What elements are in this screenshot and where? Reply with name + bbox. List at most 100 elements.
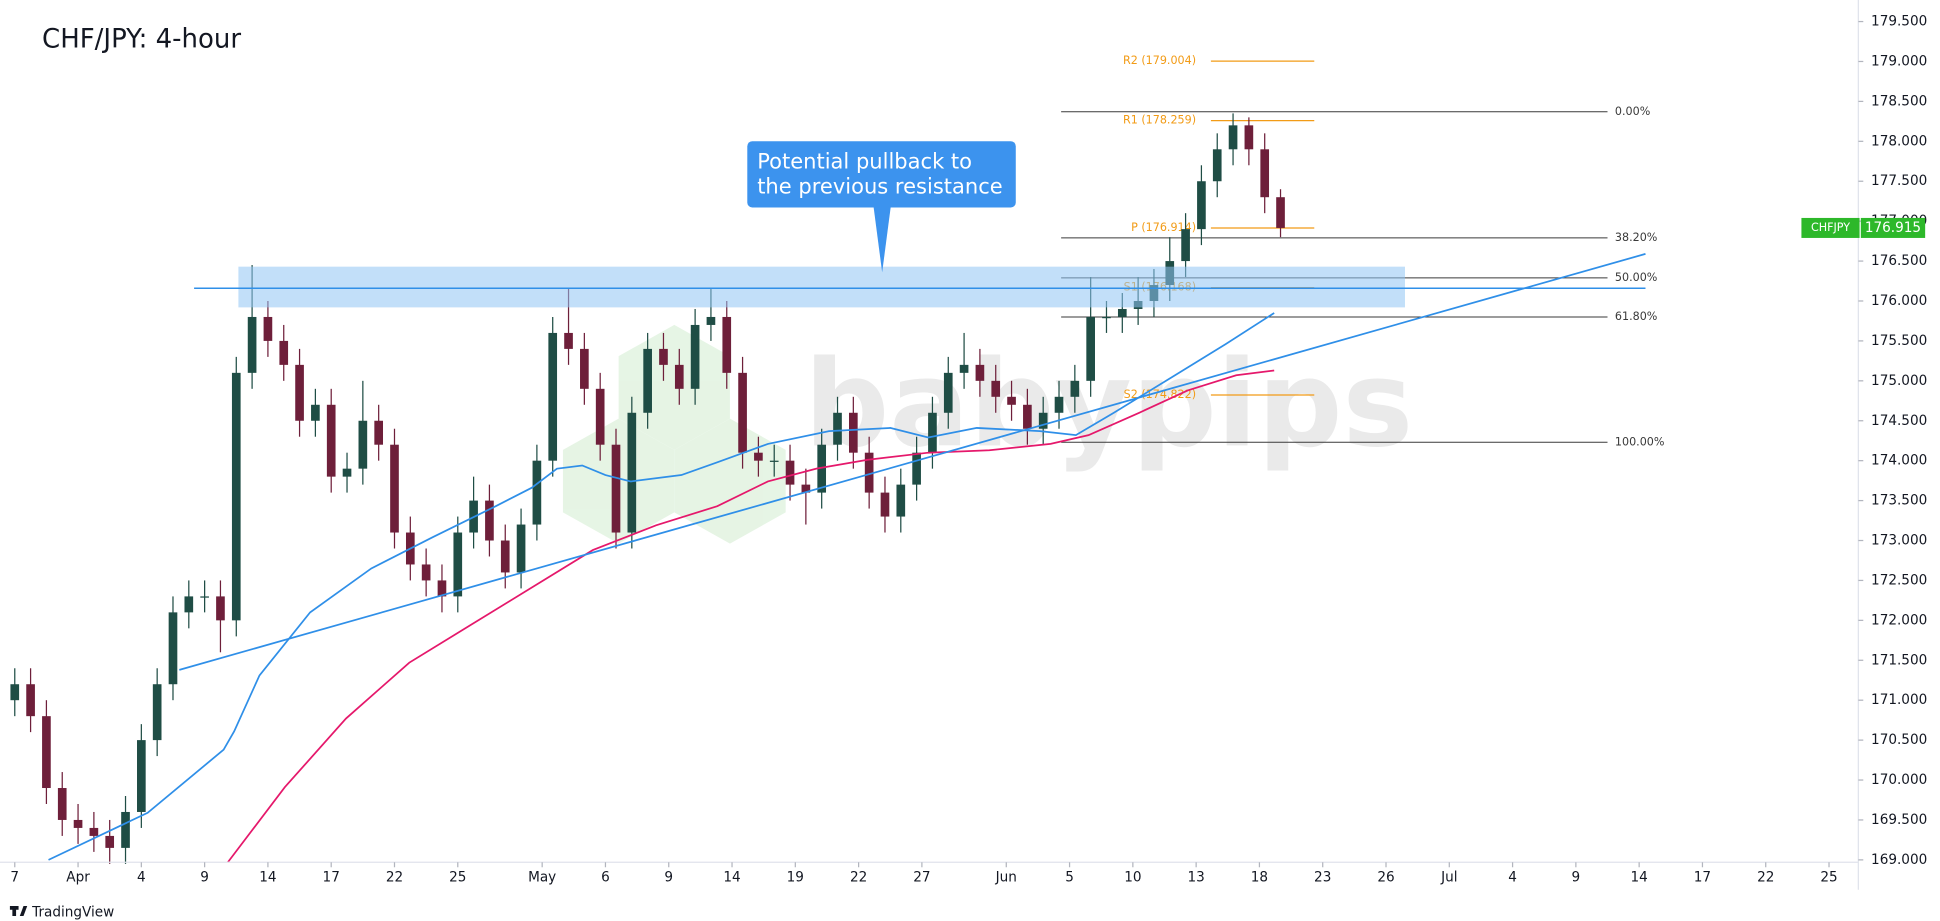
candle-body	[216, 596, 225, 621]
footer-brand: TradingView	[31, 904, 114, 920]
y-tick-label: 170.000	[1871, 772, 1927, 788]
y-tick-label: 171.500	[1871, 652, 1927, 668]
y-tick-label: 170.500	[1871, 732, 1927, 748]
symbol-tag	[1801, 217, 1860, 238]
y-tick-label: 179.000	[1871, 53, 1927, 69]
candle-body	[1070, 380, 1080, 397]
logo-part	[19, 906, 28, 917]
candle-body	[89, 827, 99, 836]
x-tick-label: 4	[1508, 869, 1517, 885]
x-tick-label: 23	[1314, 869, 1331, 885]
candle-body	[1086, 316, 1095, 381]
y-tick-label: 169.500	[1871, 812, 1927, 828]
candle-body	[1117, 308, 1127, 317]
y-tick-label: 172.500	[1871, 572, 1927, 588]
candle-body	[643, 348, 652, 413]
x-tick-label: 13	[1187, 869, 1204, 885]
candle-body	[659, 348, 668, 365]
candle-body	[485, 500, 494, 541]
candle-body	[453, 532, 463, 597]
candle-body	[516, 524, 526, 573]
candle-body	[1007, 396, 1016, 405]
resistance-zone	[238, 266, 1405, 308]
candle-body	[168, 612, 178, 685]
candle-body	[817, 444, 827, 493]
x-tick-label: 10	[1124, 869, 1141, 885]
candle-body	[1038, 412, 1048, 429]
y-tick-label: 178.000	[1871, 133, 1927, 149]
fib-label: 0.00%	[1615, 105, 1651, 118]
candle-body	[595, 388, 605, 445]
candle-body	[437, 580, 447, 597]
y-tick-label: 175.500	[1871, 333, 1927, 349]
candle-body	[1276, 197, 1285, 228]
candle-body	[1023, 404, 1032, 429]
pivot-label: R2 (179.004)	[1123, 54, 1196, 67]
x-tick-label: 17	[323, 869, 340, 885]
candle-body	[184, 596, 194, 613]
candle-body	[849, 412, 858, 453]
x-tick-label: 22	[1757, 869, 1774, 885]
candle-body	[200, 596, 209, 598]
candle-body	[928, 412, 937, 453]
candle-body	[548, 332, 558, 461]
x-tick-label: Apr	[66, 869, 90, 885]
x-tick-label: 4	[137, 869, 146, 885]
trendline	[179, 253, 1646, 671]
candle-body	[1054, 396, 1064, 413]
candle-body	[1228, 125, 1238, 150]
callout-text: the previous resistance	[757, 173, 1003, 198]
x-tick-label: 25	[1820, 869, 1837, 885]
x-tick-label: 26	[1377, 869, 1394, 885]
candle-body	[1244, 125, 1254, 150]
y-tick-label: 176.500	[1871, 253, 1927, 269]
y-tick-label: 172.000	[1871, 612, 1927, 628]
candle-body	[73, 819, 83, 828]
candle-body	[390, 444, 399, 533]
x-tick-label: 5	[1065, 869, 1074, 885]
candle-body	[611, 444, 621, 533]
candle-body	[358, 420, 368, 469]
candle-body	[26, 684, 35, 717]
y-tick-label: 177.500	[1871, 173, 1927, 189]
candle-body	[10, 684, 20, 701]
candle-body	[627, 412, 637, 533]
candle-body	[152, 684, 162, 741]
x-tick-label: 14	[1631, 869, 1648, 885]
x-tick-label: 9	[664, 869, 673, 885]
candle-body	[421, 564, 431, 581]
candle-body	[754, 452, 763, 461]
moving-average	[227, 369, 1275, 863]
pivot-label: S2 (174.822)	[1124, 388, 1196, 401]
candle-body	[263, 316, 273, 341]
chart-title: CHF/JPY: 4-hour	[42, 24, 241, 54]
y-tick-label: 178.500	[1871, 93, 1927, 109]
candle-body	[738, 372, 747, 453]
candle-body	[247, 316, 257, 373]
candle-body	[326, 404, 336, 477]
candle-body	[880, 492, 890, 517]
x-tick-label: 19	[787, 869, 804, 885]
price-tag	[1860, 217, 1926, 238]
candle-body	[105, 835, 115, 848]
candle-body	[57, 788, 67, 820]
x-tick-label: Jul	[1440, 869, 1457, 885]
x-tick-label: 9	[200, 869, 209, 885]
candle-body	[975, 364, 985, 381]
y-tick-label: 169.000	[1871, 852, 1927, 868]
x-tick-label: Jun	[995, 869, 1017, 885]
candle-body	[864, 452, 874, 493]
y-tick-label: 173.000	[1871, 532, 1927, 548]
y-tick-label: 174.000	[1871, 453, 1927, 469]
candle-body	[833, 412, 842, 445]
y-tick-label: 175.000	[1871, 373, 1927, 389]
candle-body	[279, 340, 289, 365]
candle-body	[532, 460, 542, 525]
candle-body	[580, 348, 589, 389]
candle-body	[42, 716, 51, 789]
candle-body	[706, 316, 716, 325]
candle-body	[959, 364, 969, 373]
x-tick-label: 7	[10, 869, 19, 885]
